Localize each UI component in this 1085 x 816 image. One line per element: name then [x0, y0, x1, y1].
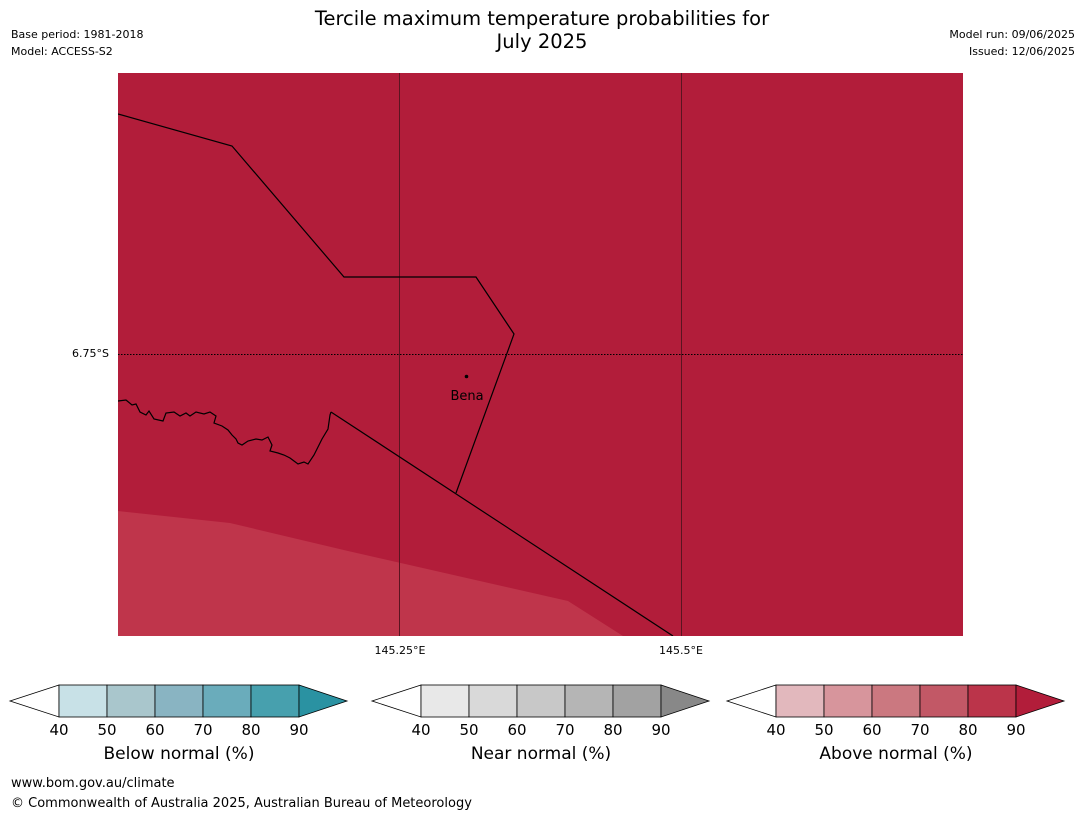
legend-above-normal: 40 50 60 70 80 90 — [725, 684, 1066, 739]
map-canvas: Bena — [118, 73, 963, 636]
colorbar-tick-label: 80 — [958, 721, 977, 739]
meta-right: Model run: 09/06/2025 Issued: 12/06/2025 — [949, 26, 1075, 60]
map-title-line2: July 2025 — [496, 30, 588, 53]
colorbar-segment — [468, 684, 518, 718]
colorbar-tick-label: 70 — [910, 721, 929, 739]
footer-url[interactable]: www.bom.gov.au/climate — [11, 776, 175, 791]
probability-fill-lighter — [118, 511, 623, 636]
colorbar-arrow-high — [1015, 684, 1066, 718]
colorbar-segment — [612, 684, 662, 718]
colorbar-tick-label: 90 — [1006, 721, 1025, 739]
colorbar-below-normal: 40 50 60 70 80 90 — [8, 684, 349, 739]
legend-label-above: Above normal (%) — [819, 744, 973, 764]
colorbar-segment — [919, 684, 969, 718]
legend-below-normal: 40 50 60 70 80 90 — [8, 684, 349, 739]
colorbar-segment — [775, 684, 825, 718]
colorbar-tick-label: 50 — [97, 721, 116, 739]
colorbar-tick-label: 40 — [766, 721, 785, 739]
colorbar-segment — [564, 684, 614, 718]
colorbar-arrow-low — [370, 684, 422, 718]
colorbar-near-normal: 40 50 60 70 80 90 — [370, 684, 711, 739]
meta-left: Base period: 1981-2018 Model: ACCESS-S2 — [11, 26, 143, 60]
colorbar-tick-label: 50 — [814, 721, 833, 739]
legend-label-below: Below normal (%) — [103, 744, 255, 764]
colorbar-tick-label: 70 — [193, 721, 212, 739]
map-area[interactable]: Bena — [118, 73, 963, 636]
colorbar-tick-label: 60 — [507, 721, 526, 739]
colorbar-arrow-high — [660, 684, 711, 718]
town-marker[interactable] — [464, 374, 469, 379]
colorbar-segment — [516, 684, 566, 718]
colorbar-segment — [420, 684, 470, 718]
model-text: Model: ACCESS-S2 — [11, 45, 113, 58]
lat-label: 6.75°S — [72, 347, 109, 360]
province-border — [118, 113, 515, 494]
colorbar-segment — [250, 684, 300, 718]
colorbar-tick-label: 90 — [289, 721, 308, 739]
province-border-west — [118, 399, 332, 465]
base-period-text: Base period: 1981-2018 — [11, 28, 144, 41]
legend-label-near: Near normal (%) — [470, 744, 612, 764]
colorbar-tick-label: 60 — [145, 721, 164, 739]
lon-label-145-5: 145.5°E — [659, 644, 703, 657]
model-run-text: Model run: 09/06/2025 — [949, 28, 1075, 41]
colorbar-tick-label: 40 — [49, 721, 68, 739]
colorbar-tick-label: 80 — [241, 721, 260, 739]
colorbar-segment — [967, 684, 1017, 718]
map-title-line1: Tercile maximum temperature probabilitie… — [314, 7, 770, 30]
colorbar-segment — [58, 684, 108, 718]
colorbar-arrow-low — [8, 684, 60, 718]
colorbar-arrow-low — [725, 684, 777, 718]
colorbar-arrow-high — [298, 684, 349, 718]
colorbar-segment — [106, 684, 156, 718]
colorbar-segment — [871, 684, 921, 718]
colorbar-segment — [202, 684, 252, 718]
footer-copyright: © Commonwealth of Australia 2025, Austra… — [11, 796, 472, 811]
colorbar-tick-label: 70 — [555, 721, 574, 739]
map-title: Tercile maximum temperature probabilitie… — [242, 7, 842, 53]
colorbar-tick-label: 90 — [651, 721, 670, 739]
town-label: Bena — [450, 389, 483, 404]
colorbar-tick-label: 40 — [411, 721, 430, 739]
colorbar-segment — [154, 684, 204, 718]
colorbar-tick-label: 60 — [862, 721, 881, 739]
lon-label-145-25: 145.25°E — [374, 644, 426, 657]
colorbar-tick-label: 80 — [603, 721, 622, 739]
province-border-south — [330, 411, 674, 636]
colorbar-segment — [823, 684, 873, 718]
colorbar-tick-label: 50 — [459, 721, 478, 739]
legend-near-normal: 40 50 60 70 80 90 — [370, 684, 711, 739]
issued-text: Issued: 12/06/2025 — [968, 45, 1075, 58]
colorbar-above-normal: 40 50 60 70 80 90 — [725, 684, 1066, 739]
